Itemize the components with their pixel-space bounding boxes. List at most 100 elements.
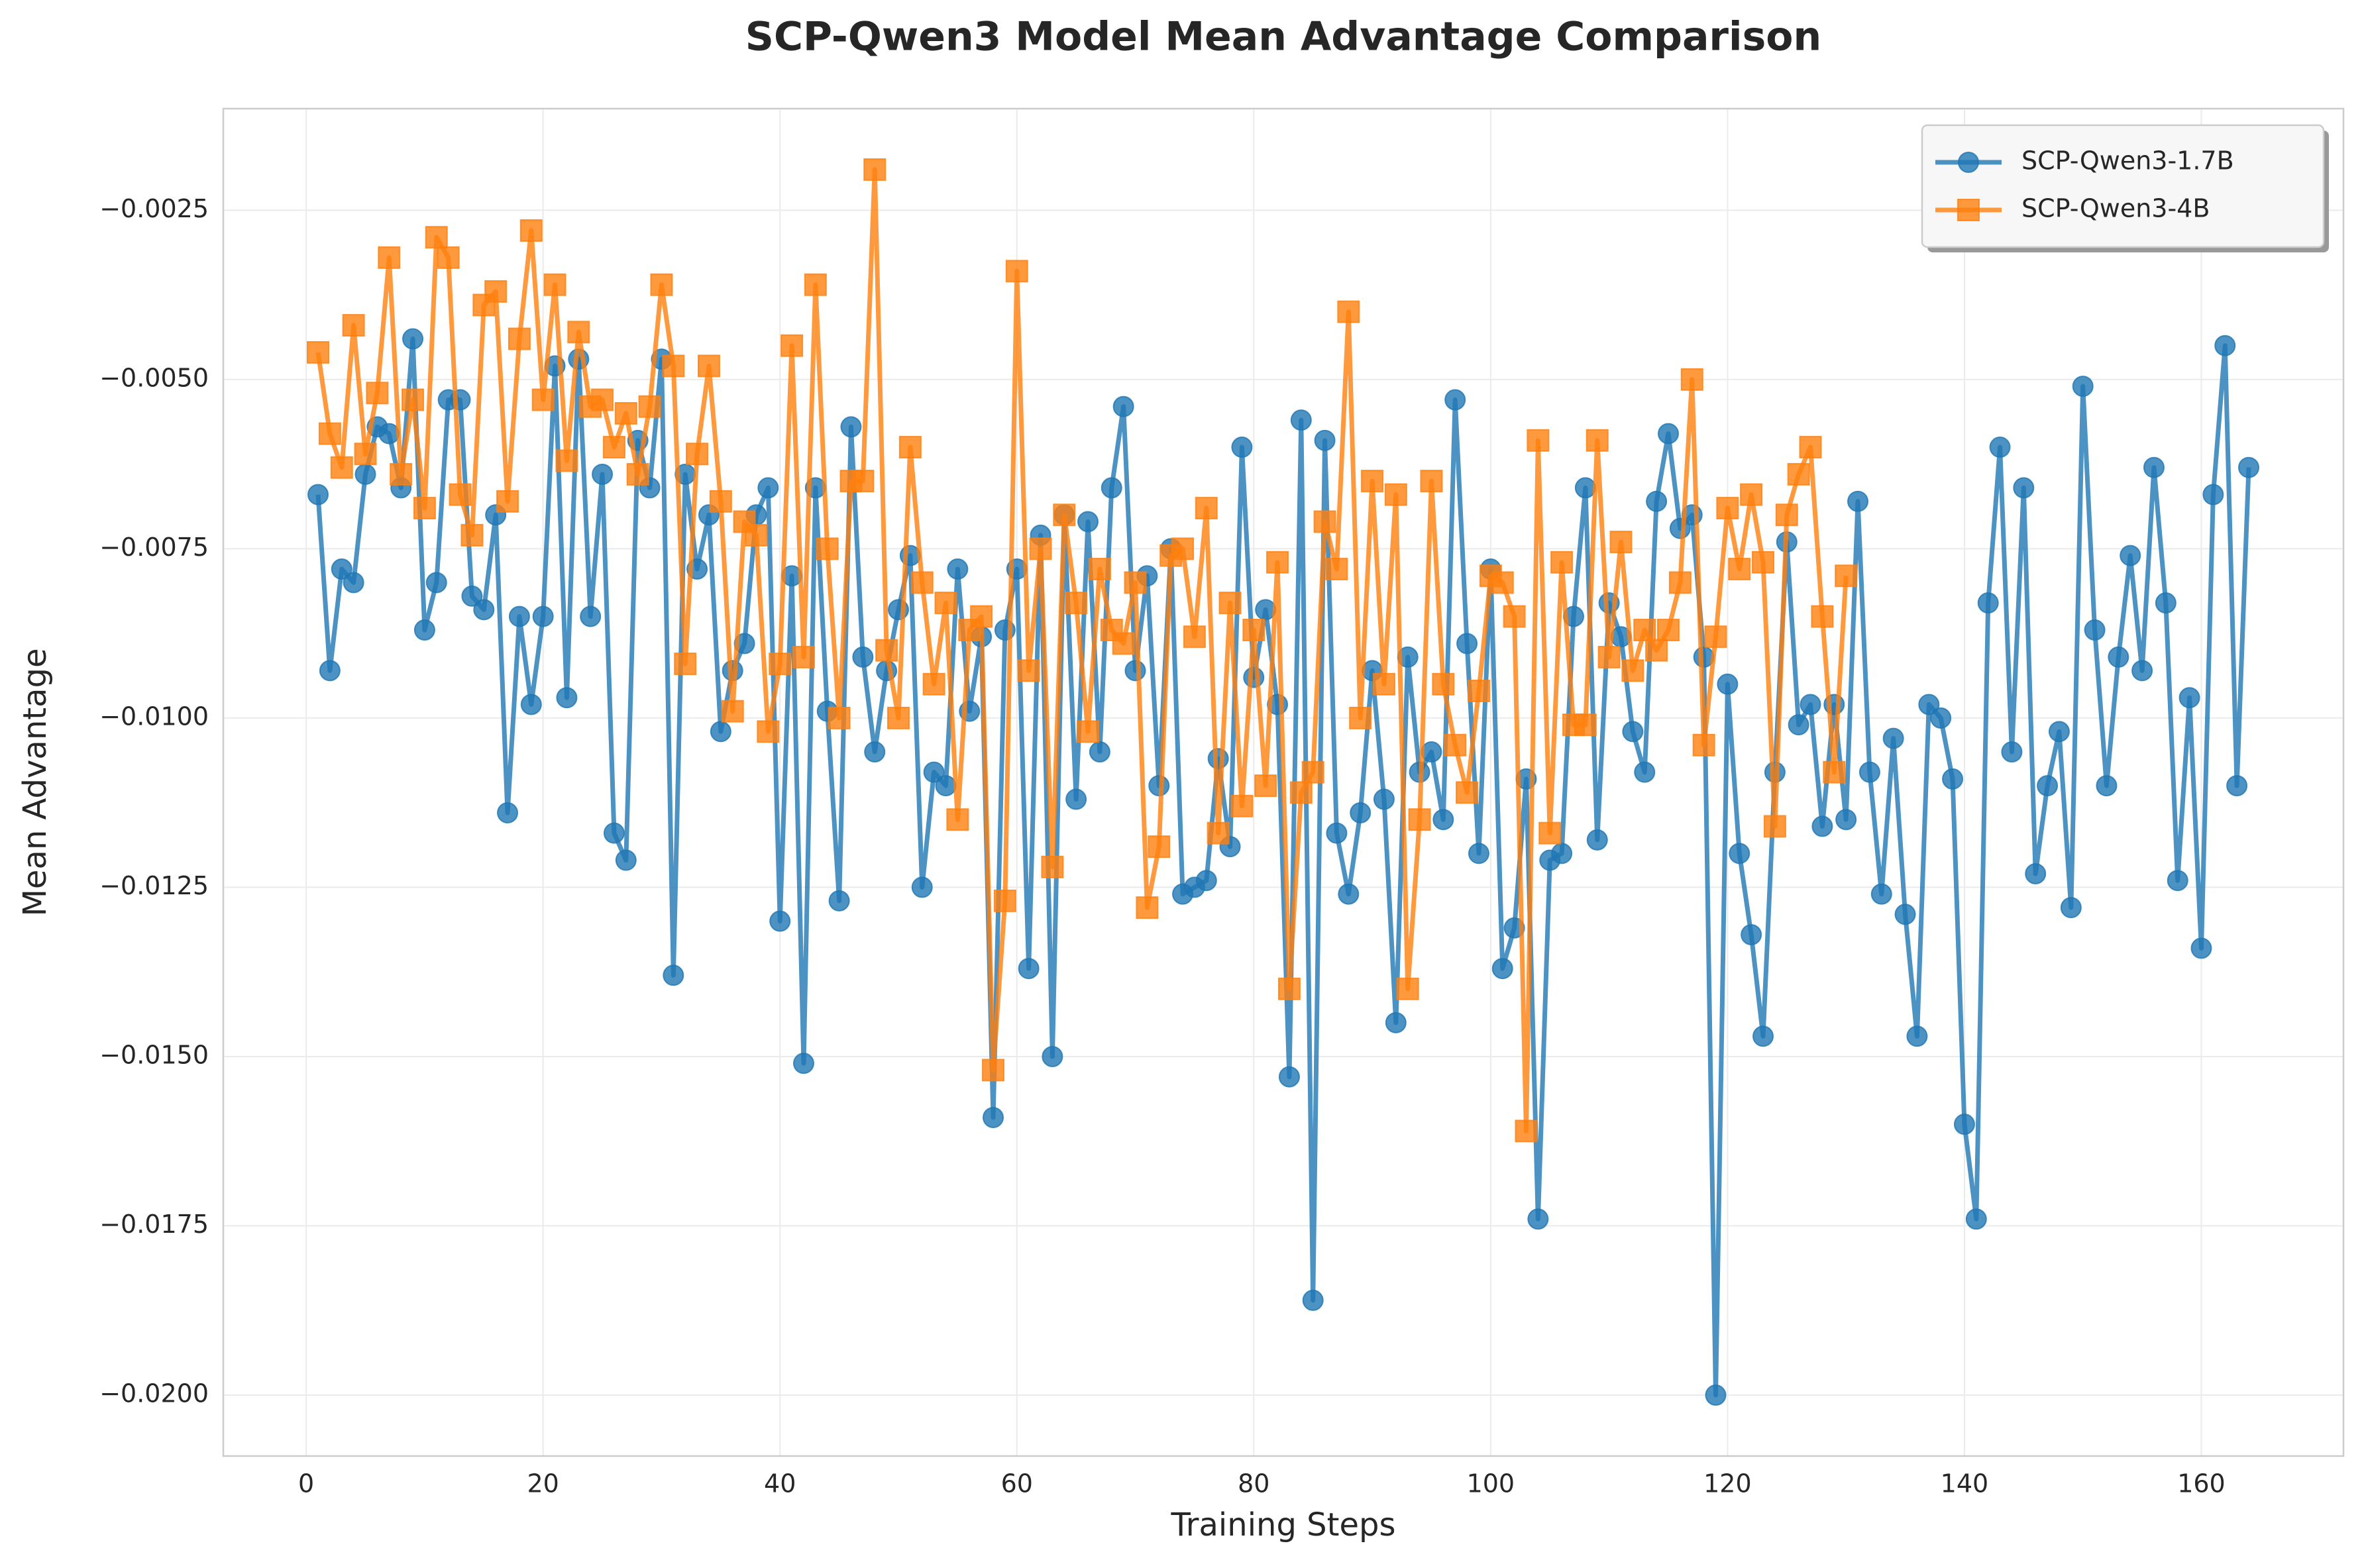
x-tick-label: 0 (298, 1469, 314, 1498)
marker (1302, 1289, 1324, 1311)
marker (1195, 870, 1217, 892)
marker (638, 395, 661, 418)
marker (2001, 741, 2023, 763)
marker (508, 327, 531, 350)
marker (1538, 821, 1562, 845)
y-tick-label: −0.0050 (99, 363, 209, 392)
marker (2120, 545, 2141, 566)
x-tick-label: 100 (1467, 1469, 1515, 1498)
marker (591, 388, 614, 411)
marker (1277, 977, 1301, 1000)
marker (555, 449, 578, 472)
marker (449, 483, 472, 506)
marker (2190, 937, 2212, 959)
marker (1338, 883, 1360, 905)
marker (1230, 794, 1254, 817)
marker (757, 477, 779, 499)
marker (923, 761, 945, 783)
marker (1088, 558, 1111, 581)
marker (1953, 1114, 1975, 1135)
marker (970, 605, 993, 628)
marker (1646, 490, 1668, 512)
y-tick-label: −0.0200 (99, 1379, 209, 1408)
marker (1077, 720, 1100, 743)
marker (1432, 809, 1454, 831)
marker (828, 706, 851, 729)
marker (1148, 835, 1171, 859)
marker (390, 462, 413, 486)
marker (993, 889, 1016, 912)
legend-box (1921, 124, 2325, 248)
series (307, 158, 1858, 1143)
marker (330, 456, 353, 479)
marker (1858, 761, 1880, 783)
marker (1396, 977, 1419, 1000)
x-tick-label: 80 (1238, 1469, 1269, 1498)
marker (331, 558, 352, 580)
marker (2060, 897, 2082, 919)
x-tick-label: 120 (1703, 1469, 1752, 1498)
marker (745, 523, 768, 547)
marker (318, 422, 341, 445)
marker (2013, 477, 2035, 499)
marker (1207, 748, 1229, 770)
y-tick-label: −0.0100 (99, 702, 209, 731)
marker (413, 619, 435, 641)
marker (342, 314, 365, 337)
series-line (315, 337, 2251, 1398)
marker (686, 443, 709, 466)
marker (1550, 550, 1574, 574)
marker (2202, 484, 2224, 505)
legend-label: SCP-Qwen3-4B (2021, 194, 2210, 223)
marker (2025, 862, 2047, 884)
marker (875, 639, 898, 662)
marker (792, 1053, 814, 1074)
marker (1551, 843, 1573, 864)
marker (1065, 592, 1088, 615)
marker (852, 646, 874, 668)
marker (1468, 843, 1489, 864)
marker (1467, 680, 1490, 703)
marker (828, 890, 850, 912)
marker (343, 572, 364, 594)
marker (1420, 470, 1443, 493)
marker (983, 1106, 1004, 1128)
marker (769, 653, 792, 676)
marker (580, 605, 602, 627)
x-tick-label: 160 (2177, 1469, 2226, 1498)
marker (946, 808, 969, 831)
marker (1195, 497, 1218, 520)
marker (934, 592, 957, 615)
marker (1894, 904, 1916, 925)
marker (1361, 470, 1384, 493)
marker (1811, 605, 1834, 628)
marker (1385, 1012, 1407, 1033)
marker (1290, 409, 1312, 431)
marker (1658, 423, 1680, 444)
marker (556, 687, 578, 709)
marker (840, 416, 862, 438)
plot-frame (222, 107, 2345, 1457)
marker (1349, 706, 1372, 729)
marker (1835, 564, 1858, 588)
marker (1112, 395, 1134, 417)
marker (1597, 645, 1621, 668)
marker (1942, 768, 1964, 790)
marker (2096, 775, 2118, 797)
marker (1218, 592, 1242, 615)
marker (2237, 456, 2259, 478)
marker (1752, 550, 1775, 574)
marker (592, 463, 614, 485)
marker (531, 388, 555, 411)
marker (1503, 605, 1526, 628)
marker (935, 775, 957, 797)
marker (1870, 883, 1892, 905)
x-tick-label: 140 (1941, 1469, 1989, 1498)
marker (2178, 687, 2200, 709)
marker (1835, 809, 1857, 831)
marker (543, 273, 566, 296)
marker (650, 273, 673, 296)
marker (425, 572, 447, 594)
marker (1800, 694, 1821, 715)
marker (567, 321, 590, 344)
